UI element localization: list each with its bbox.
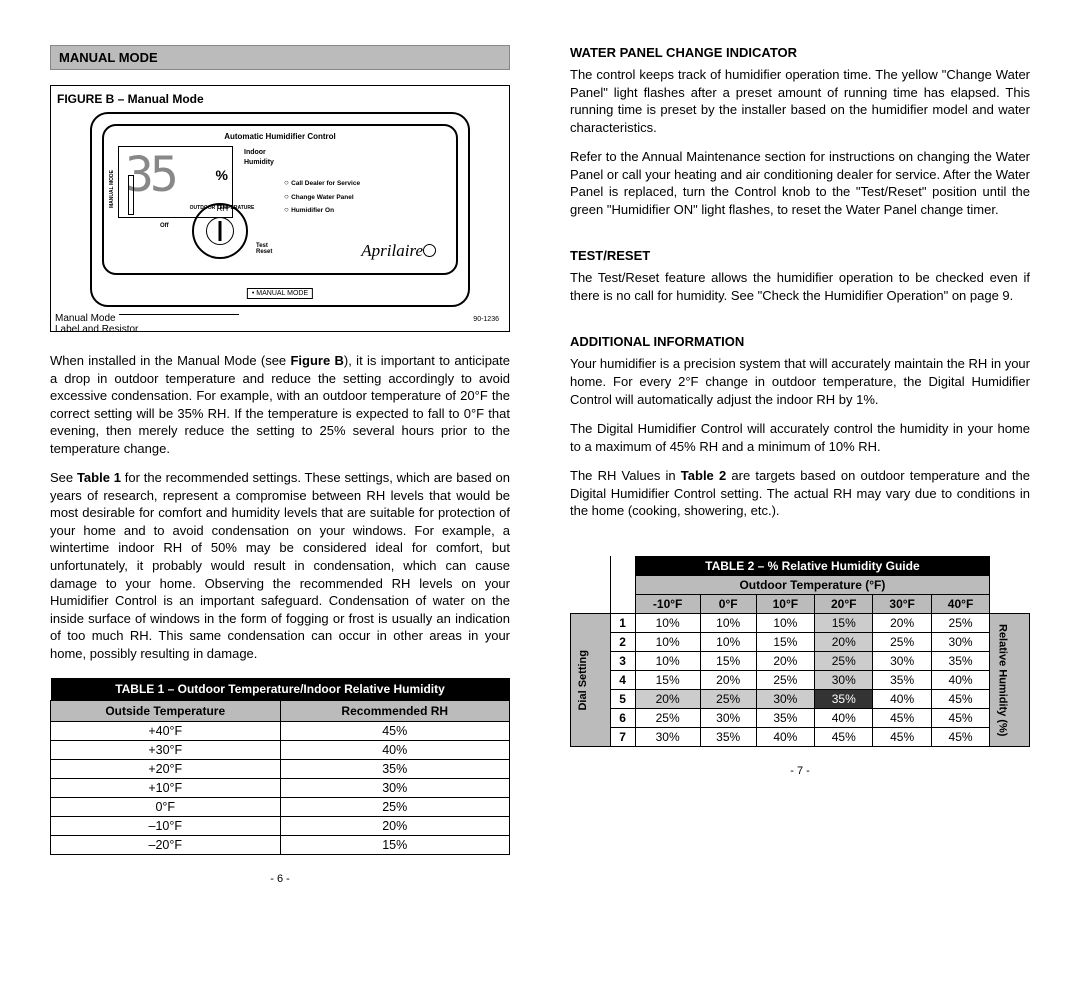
page-number-right: - 7 - [570, 765, 1030, 777]
manual-mode-strip [128, 175, 134, 215]
table-row: 310%15%20%25%30%35% [571, 651, 1030, 670]
figure-b-box: FIGURE B – Manual Mode Automatic Humidif… [50, 85, 510, 332]
table-row: +10°F30% [51, 779, 510, 798]
device-title: Automatic Humidifier Control [104, 132, 456, 141]
humidifier-control-device: Automatic Humidifier Control 35 % RH Ind… [90, 112, 470, 307]
table2-dial-setting-label: Dial Setting [571, 613, 611, 746]
dial-off-label: Off [160, 223, 169, 229]
table2-col-header: -10°F [635, 594, 700, 613]
figure-number: 90-1236 [473, 316, 499, 323]
table2-rh-guide: TABLE 2 – % Relative Humidity Guide Outd… [570, 556, 1030, 747]
indicator-change-water-panel: Change Water Panel [284, 190, 360, 204]
table-row: 625%30%35%40%45%45% [571, 708, 1030, 727]
test-reset-para: The Test/Reset feature allows the humidi… [570, 269, 1030, 304]
table2-rh-label: Relative Humidity (%) [990, 613, 1030, 746]
table-row: Dial Setting110%10%10%15%20%25%Relative … [571, 613, 1030, 632]
table1-title: TABLE 1 – Outdoor Temperature/Indoor Rel… [51, 678, 510, 701]
table2-col-header: 40°F [931, 594, 989, 613]
indicator-lights: Call Dealer for Service Change Water Pan… [284, 176, 360, 217]
callout-line [119, 314, 239, 315]
table2-col-header: 10°F [756, 594, 814, 613]
indicator-humidifier-on: Humidifier On [284, 203, 360, 217]
dial-test-reset-label: TestReset [256, 243, 272, 255]
table2-col-header: 20°F [815, 594, 873, 613]
page-number-left: - 6 - [50, 873, 510, 885]
left-column: MANUAL MODE FIGURE B – Manual Mode Autom… [50, 45, 510, 885]
brand-logo: Aprilaire [361, 241, 436, 261]
table-row: +20°F35% [51, 760, 510, 779]
table-row: 0°F25% [51, 798, 510, 817]
manual-mode-para1: When installed in the Manual Mode (see F… [50, 352, 510, 457]
section-header-manual-mode: MANUAL MODE [50, 45, 510, 70]
figure-caption: FIGURE B – Manual Mode [57, 92, 503, 106]
additional-para3: The RH Values in Table 2 are targets bas… [570, 467, 1030, 520]
table2-col-header: 0°F [700, 594, 756, 613]
lcd-percent: % [216, 167, 228, 183]
manual-mode-badge: • MANUAL MODE [247, 288, 313, 299]
table1-outdoor-temp-rh: TABLE 1 – Outdoor Temperature/Indoor Rel… [50, 678, 510, 855]
table2-outdoor-label: Outdoor Temperature (°F) [635, 575, 990, 594]
control-dial [192, 203, 248, 259]
table-row: +40°F45% [51, 722, 510, 741]
table-row: 730%35%40%45%45%45% [571, 727, 1030, 746]
lcd-indoor-humidity-label: Indoor Humidity [244, 148, 274, 168]
table1-col1-header: Outside Temperature [51, 701, 281, 722]
table-row: +30°F40% [51, 741, 510, 760]
manual-mode-para2: See Table 1 for the recommended settings… [50, 469, 510, 662]
additional-para1: Your humidifier is a precision system th… [570, 355, 1030, 408]
manual-mode-vertical-label: MANUAL MODE [109, 168, 115, 208]
table2-title: TABLE 2 – % Relative Humidity Guide [635, 556, 990, 575]
table-row: 210%10%15%20%25%30% [571, 632, 1030, 651]
table-row: 415%20%25%30%35%40% [571, 670, 1030, 689]
water-panel-para2: Refer to the Annual Maintenance section … [570, 148, 1030, 218]
table-row: –20°F15% [51, 836, 510, 855]
heading-additional-info: ADDITIONAL INFORMATION [570, 334, 1030, 349]
table-row: 520%25%30%35%40%45% [571, 689, 1030, 708]
right-column: WATER PANEL CHANGE INDICATOR The control… [570, 45, 1030, 885]
heading-test-reset: TEST/RESET [570, 248, 1030, 263]
heading-water-panel: WATER PANEL CHANGE INDICATOR [570, 45, 1030, 60]
additional-para2: The Digital Humidifier Control will accu… [570, 420, 1030, 455]
water-panel-para1: The control keeps track of humidifier op… [570, 66, 1030, 136]
table-row: –10°F20% [51, 817, 510, 836]
figure-callout-label: Manual ModeLabel and Resistor [55, 313, 138, 335]
table2-col-header: 30°F [873, 594, 931, 613]
table1-col2-header: Recommended RH [280, 701, 510, 722]
indicator-call-dealer: Call Dealer for Service [284, 176, 360, 190]
